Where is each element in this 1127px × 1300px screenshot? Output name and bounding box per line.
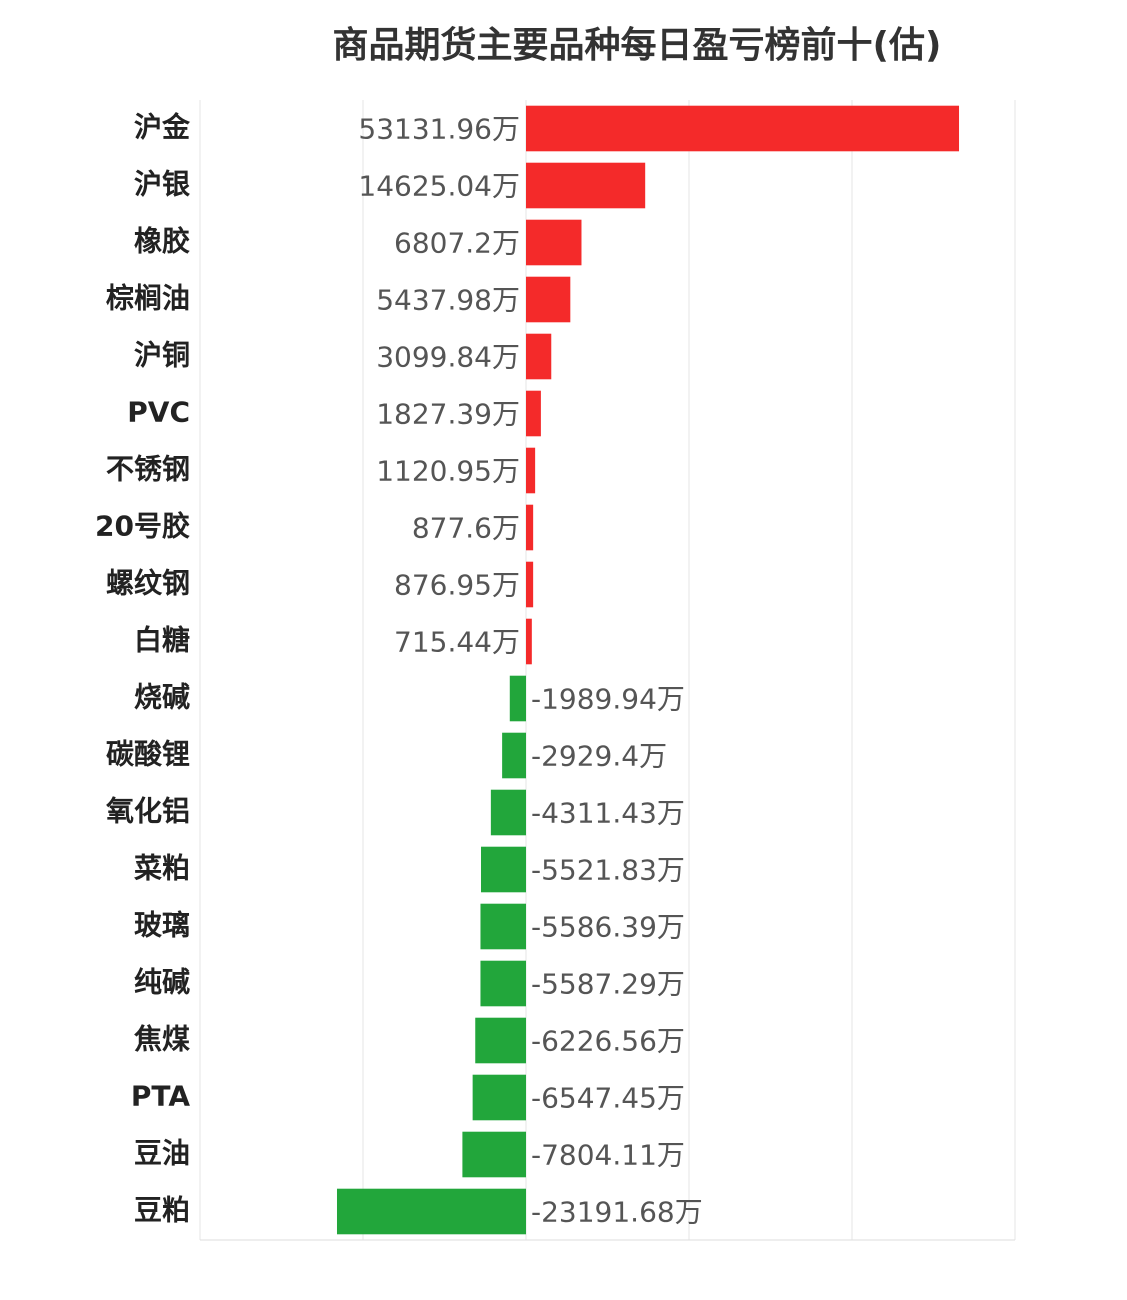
category-label: 纯碱 [134, 966, 190, 999]
bar [526, 447, 536, 494]
value-label: 3099.84万 [376, 341, 520, 374]
category-label: 焦煤 [134, 1023, 190, 1056]
value-label: 1827.39万 [376, 398, 520, 431]
bar [526, 390, 541, 437]
category-label: 玻璃 [134, 909, 190, 942]
value-label: -5521.83万 [531, 854, 685, 887]
value-label: -5587.29万 [531, 968, 685, 1001]
category-label: 白糖 [134, 624, 190, 657]
category-label: PTA [131, 1080, 190, 1113]
bar [526, 504, 534, 551]
value-label: 715.44万 [394, 626, 520, 659]
bar [336, 1188, 526, 1235]
bar [472, 1074, 526, 1121]
category-label: 豆油 [134, 1137, 190, 1170]
value-label: -7804.11万 [531, 1139, 685, 1172]
bar [480, 846, 526, 893]
value-label: 877.6万 [412, 512, 520, 545]
value-label: 1120.95万 [376, 455, 520, 488]
category-label: 20号胶 [95, 510, 190, 543]
category-label: 沪铜 [134, 339, 190, 372]
value-label: -6547.45万 [531, 1082, 685, 1115]
chart-title: 商品期货主要品种每日盈亏榜前十(估) [333, 25, 942, 66]
category-label: 棕榈油 [106, 282, 190, 315]
category-label: 沪金 [134, 111, 191, 144]
bar [480, 960, 526, 1007]
bar [462, 1131, 526, 1178]
category-label: PVC [127, 396, 190, 429]
category-label: 豆粕 [134, 1194, 190, 1227]
value-label: -2929.4万 [531, 740, 667, 773]
value-label: -23191.68万 [531, 1196, 703, 1229]
value-label: 53131.96万 [358, 113, 520, 146]
category-label: 橡胶 [134, 225, 190, 258]
bar [526, 333, 552, 380]
value-label: 14625.04万 [358, 170, 520, 203]
bar [526, 105, 960, 152]
value-label: 6807.2万 [394, 227, 520, 260]
value-label: -1989.94万 [531, 683, 685, 716]
value-label: -6226.56万 [531, 1025, 685, 1058]
category-label: 菜粕 [134, 852, 190, 885]
bar [480, 903, 526, 950]
value-label: -4311.43万 [531, 797, 685, 830]
value-label: -5586.39万 [531, 911, 685, 944]
value-label: 876.95万 [394, 569, 520, 602]
value-label: 5437.98万 [376, 284, 520, 317]
bar [526, 276, 571, 323]
bar [502, 732, 526, 779]
category-label: 不锈钢 [106, 453, 190, 486]
bar [490, 789, 526, 836]
bar [526, 561, 534, 608]
bar [526, 618, 532, 665]
category-label: 沪银 [134, 168, 191, 201]
bar [526, 162, 646, 209]
category-label: 碳酸锂 [106, 738, 190, 771]
category-label: 螺纹钢 [106, 567, 190, 600]
category-label: 烧碱 [134, 681, 190, 714]
category-label: 氧化铝 [106, 795, 190, 828]
bar [475, 1017, 526, 1064]
bar [509, 675, 526, 722]
bar [526, 219, 582, 266]
